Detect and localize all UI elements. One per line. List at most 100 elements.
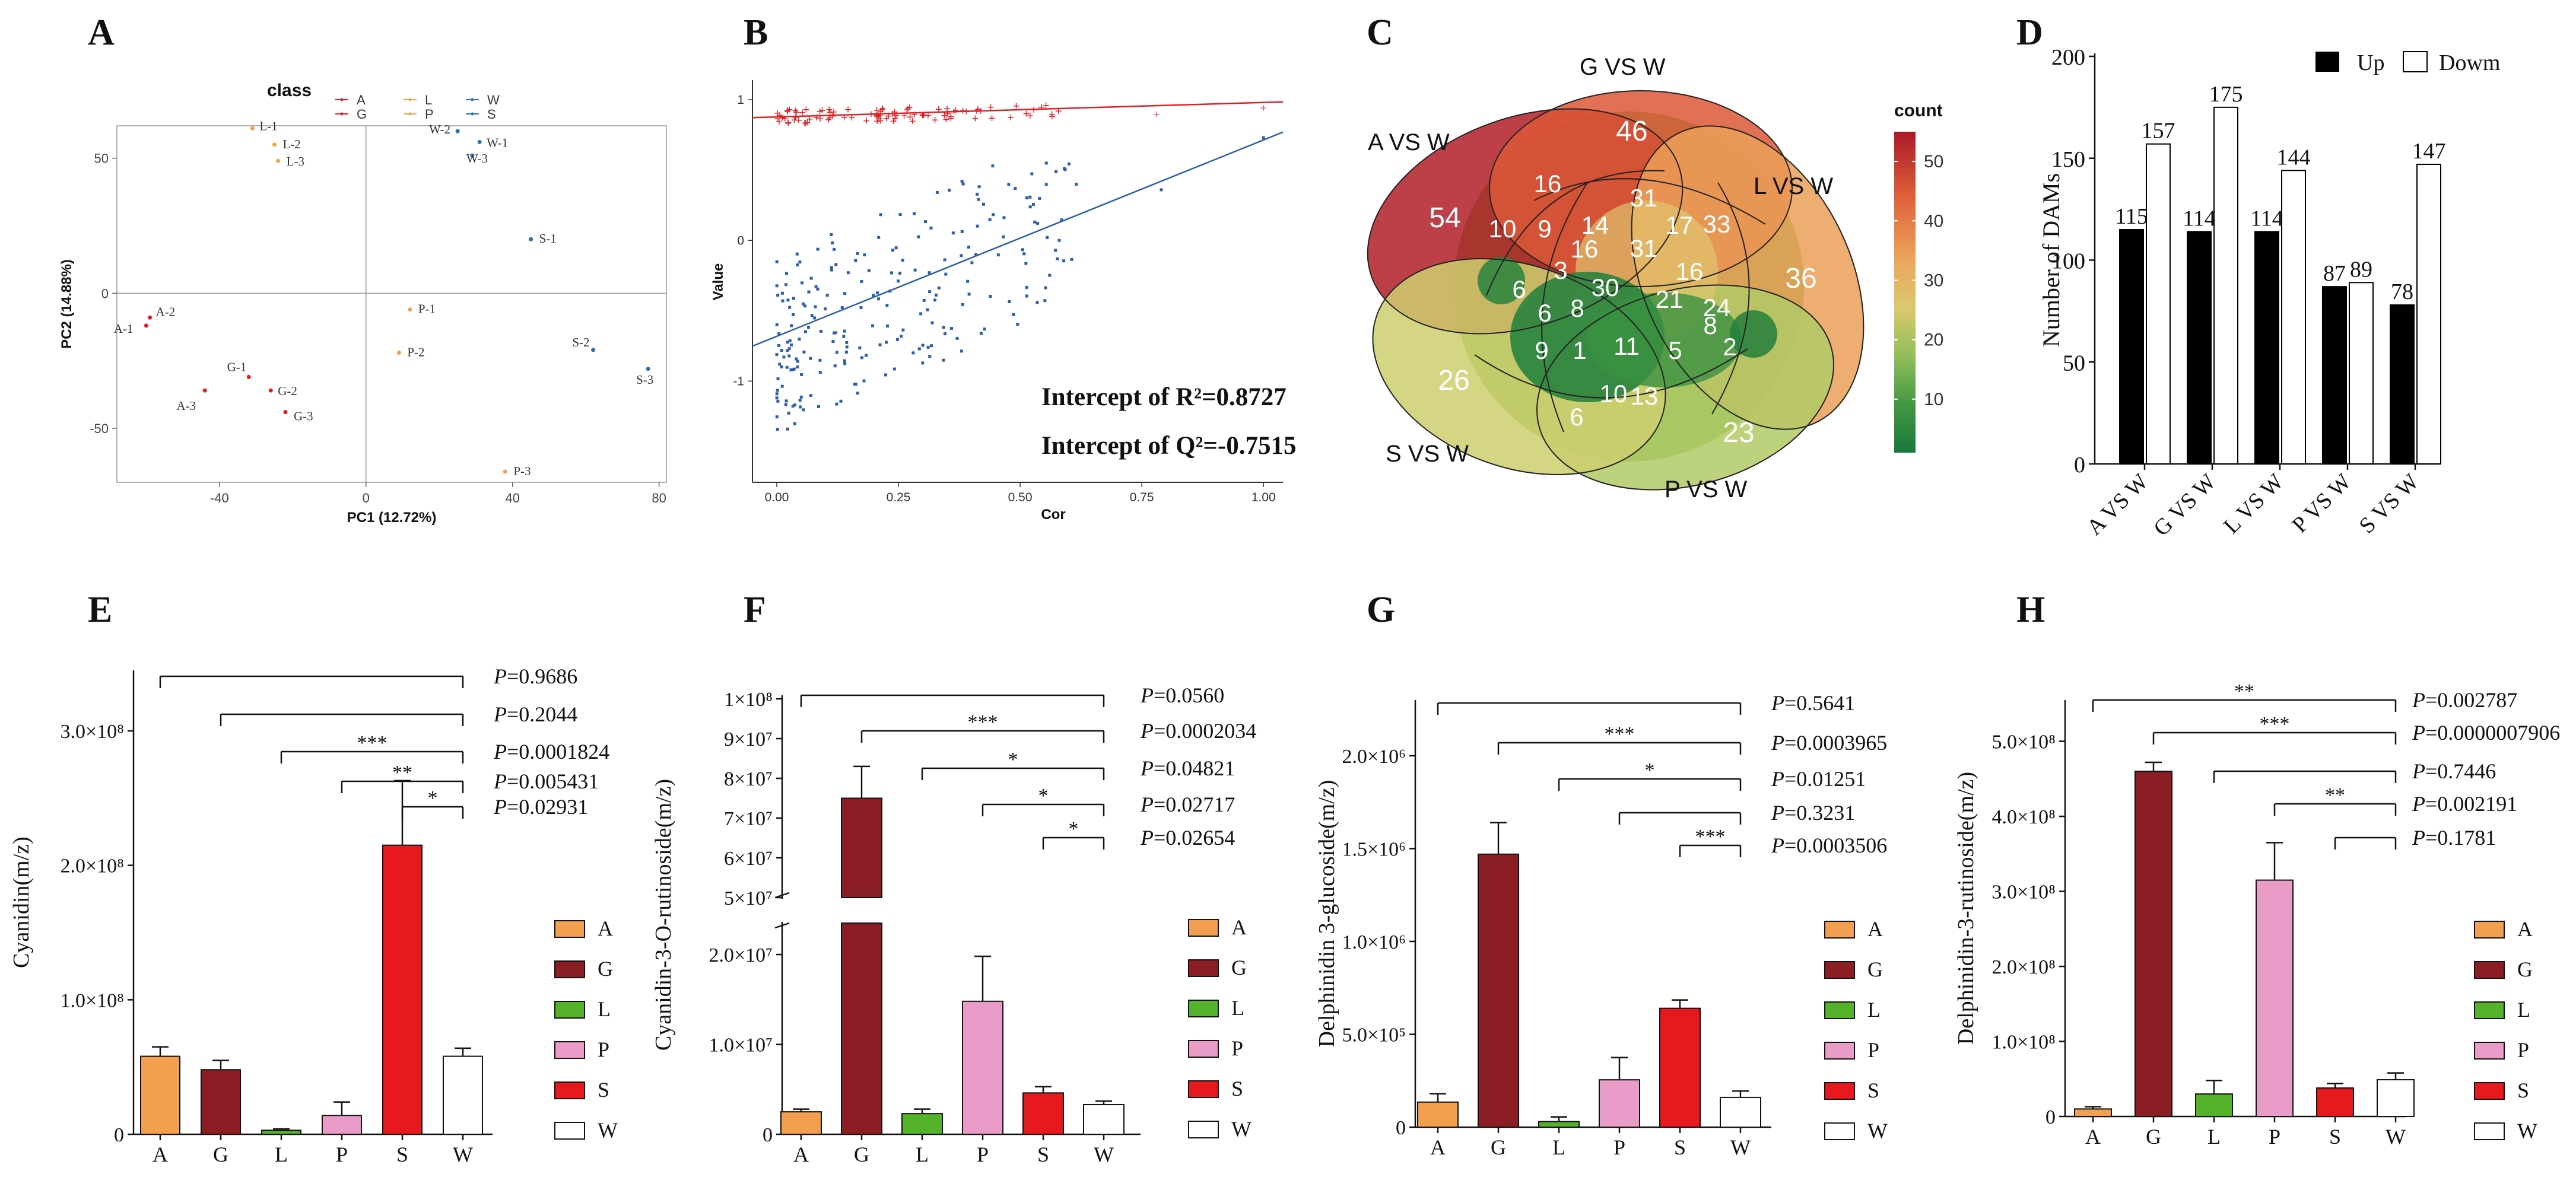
q2-permutation-point xyxy=(937,286,941,290)
q2-permutation-point xyxy=(782,355,786,359)
q2-permutation-point xyxy=(895,338,899,341)
legend-label-P: P xyxy=(598,1038,609,1061)
x-tick-label: 1.00 xyxy=(1252,491,1276,504)
r2-permutation-point: + xyxy=(987,101,995,114)
q2-permutation-point xyxy=(988,218,992,221)
r2-permutation-point: + xyxy=(874,109,881,122)
q2-permutation-point xyxy=(877,236,881,239)
r2-permutation-point: + xyxy=(786,104,793,117)
axis-break-mark xyxy=(774,892,790,899)
q2-permutation-point xyxy=(844,351,848,354)
q2-permutation-point xyxy=(1070,257,1073,261)
q2-permutation-point xyxy=(813,316,817,320)
legend-swatch-A xyxy=(1824,921,1855,939)
venn-count: 14 xyxy=(1581,211,1609,239)
x-tick-label: G xyxy=(854,1143,869,1166)
q2-permutation-point xyxy=(871,324,875,327)
significance-stars: * xyxy=(428,787,438,809)
r2-permutation-point: + xyxy=(952,104,960,117)
x-tick-label: 40 xyxy=(505,491,519,505)
q2-permutation-point xyxy=(781,299,784,303)
q2-permutation-point xyxy=(843,362,847,365)
sample-point xyxy=(646,367,650,371)
legend-swatch-L xyxy=(1824,1001,1855,1019)
q2-permutation-point xyxy=(901,259,904,262)
q2-permutation-point xyxy=(793,422,796,425)
significance-stars: * xyxy=(1645,759,1655,781)
q2-permutation-point xyxy=(809,394,812,397)
r2-permutation-point: + xyxy=(890,115,897,128)
sample-label: P-3 xyxy=(513,464,531,478)
venn-count: 13 xyxy=(1631,382,1659,410)
p-value: =0.9686 xyxy=(507,664,577,688)
dam-count-bar-chart: 0 50 100 150 200 Number of DAMs 115 157 A VS W 11… xyxy=(2038,45,2500,541)
venn-count: 54 xyxy=(1429,202,1460,234)
x-tick-label: L xyxy=(916,1143,929,1166)
q2-permutation-point xyxy=(900,335,903,338)
x-tick-label: G xyxy=(2146,1125,2161,1149)
x-tick-label: S VS W xyxy=(2355,469,2424,539)
q2-permutation-point xyxy=(1024,262,1028,265)
p-value-label: P=0.0000007906 xyxy=(2412,721,2560,745)
sample-label: L-3 xyxy=(287,154,304,168)
q2-permutation-point xyxy=(1048,273,1052,277)
r2-permutation-point: + xyxy=(904,104,911,117)
venn-set-outline xyxy=(1367,108,1684,335)
y-tick-label: 1 xyxy=(737,93,744,107)
q2-permutation-point xyxy=(929,226,933,230)
y-tick-label: 8×10⁷ xyxy=(724,768,773,790)
q2-permutation-point xyxy=(795,357,798,361)
q2-permutation-point xyxy=(1036,301,1039,304)
p-italic: P xyxy=(2412,721,2425,745)
r2-permutation-point: + xyxy=(883,113,890,126)
q2-permutation-point xyxy=(798,399,802,402)
venn-count: 31 xyxy=(1630,234,1658,262)
sample-label: G-1 xyxy=(227,360,247,374)
venn-count: 9 xyxy=(1538,215,1551,243)
y-tick-label: 2.0×10⁶ xyxy=(1342,746,1406,768)
venn-count: 10 xyxy=(1600,380,1628,408)
venn-count: 11 xyxy=(1613,332,1640,360)
q2-permutation-point xyxy=(982,202,985,206)
venn-count: 8 xyxy=(1570,294,1584,322)
x-axis-label: Cor xyxy=(1041,507,1065,523)
q2-permutation-point xyxy=(921,343,925,347)
q2-permutation-point xyxy=(843,359,846,362)
q2-permutation-point xyxy=(775,415,779,419)
x-tick-label: 0 xyxy=(363,491,370,505)
y-tick-label: 9×10⁷ xyxy=(724,729,773,750)
y-tick-label: 100 xyxy=(2051,249,2085,274)
pca-score-plot: -40 0 40 80 50 0 -50 PC1 (12.72%) PC2 (14.88%) cl… xyxy=(59,81,667,526)
legend-label-G: G xyxy=(1231,956,1247,979)
sample-point xyxy=(408,307,412,312)
sample-label: G-2 xyxy=(278,384,297,398)
axis-break-mark xyxy=(774,922,790,929)
q2-permutation-point xyxy=(784,283,788,287)
q2-permutation-point xyxy=(780,349,783,352)
q2-permutation-point xyxy=(1028,205,1032,209)
r2-permutation-point: + xyxy=(919,109,926,122)
q2-permutation-point xyxy=(818,358,822,362)
q2-permutation-point xyxy=(777,343,781,347)
significance-stars: * xyxy=(1069,818,1079,840)
p-value-label: P=0.7446 xyxy=(2412,759,2496,783)
y-tick-label: 3.0×10⁸ xyxy=(1991,882,2056,904)
p-value-label: P=0.0003965 xyxy=(1771,731,1887,755)
x-tick-label: W xyxy=(1730,1135,1751,1159)
p-value-label: P=0.002787 xyxy=(2412,688,2517,712)
p-italic: P xyxy=(493,795,507,819)
r2-permutation-point: + xyxy=(791,114,798,127)
legend-swatch-P xyxy=(554,1041,585,1059)
r2-permutation-point: + xyxy=(874,104,881,117)
q2-permutation-point xyxy=(856,252,859,255)
p-value: =0.0002034 xyxy=(1154,719,1256,743)
significance-stars: *** xyxy=(968,711,998,733)
q2-permutation-point xyxy=(796,263,799,267)
venn-left-patch xyxy=(1478,257,1525,304)
legend-swatch-P xyxy=(2474,1042,2505,1060)
legend-up-label: Up xyxy=(2357,50,2384,75)
r2-permutation-point: + xyxy=(1038,101,1045,114)
legend-label-S: S xyxy=(598,1078,609,1102)
p-value: =0.3231 xyxy=(1784,801,1855,825)
venn-set-label: A VS W xyxy=(1368,129,1450,155)
